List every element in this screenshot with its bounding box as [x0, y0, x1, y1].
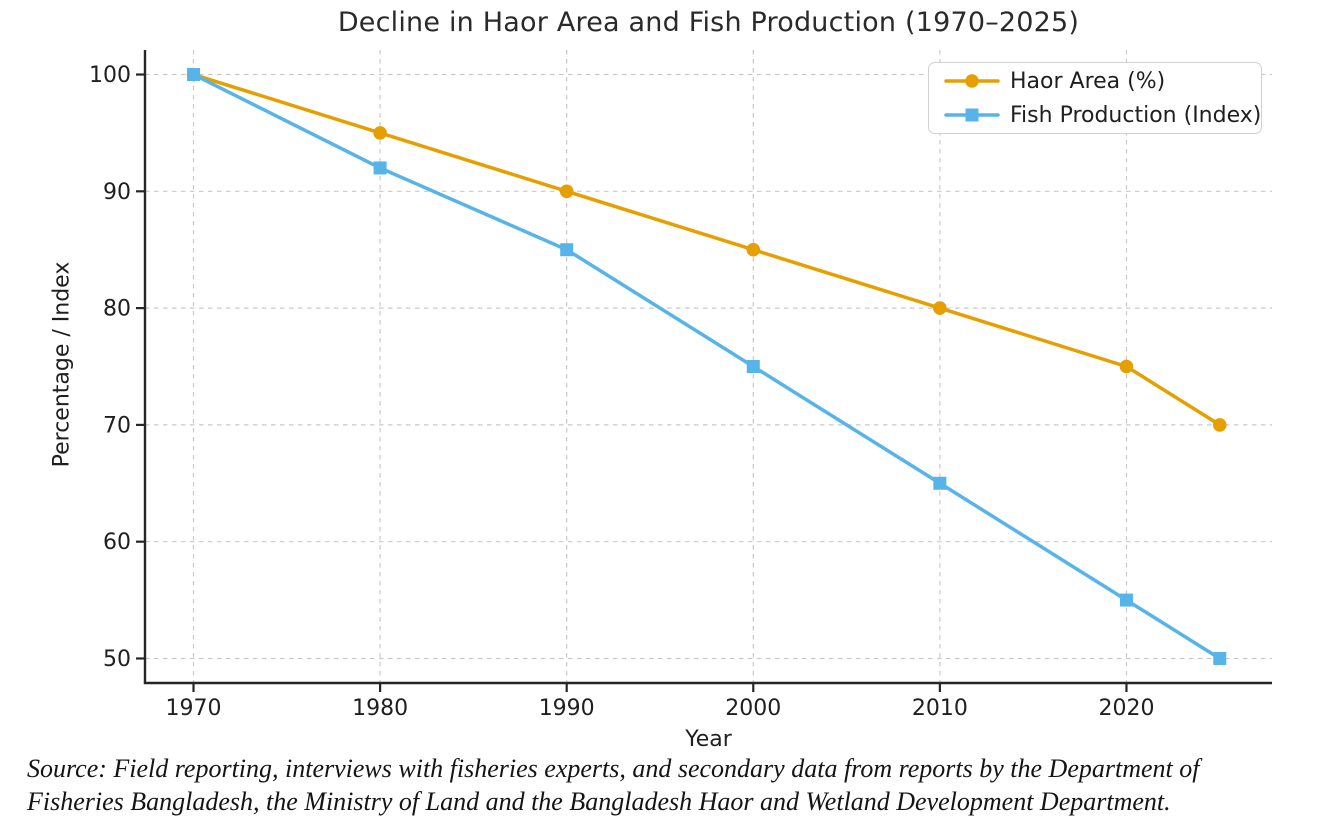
- svg-text:50: 50: [103, 647, 131, 672]
- svg-text:80: 80: [103, 297, 131, 322]
- svg-text:2010: 2010: [912, 696, 968, 721]
- svg-text:60: 60: [103, 530, 131, 555]
- svg-text:1990: 1990: [539, 696, 595, 721]
- svg-text:1970: 1970: [166, 696, 222, 721]
- svg-text:1980: 1980: [352, 696, 408, 721]
- series-fish-production-index: [187, 68, 1227, 665]
- legend-label: Haor Area (%): [1010, 68, 1166, 94]
- axis-ticks: 50 60 70 80 90 100 1970 1980 1990 2000 2010 2020: [89, 63, 1154, 721]
- haor-area-line-circle-marker-icon: [944, 74, 1000, 88]
- source-note: Source: Field reporting, interviews with…: [27, 752, 1327, 818]
- chart-title: Decline in Haor Area and Fish Production…: [337, 7, 1080, 38]
- x-axis-label: Year: [685, 727, 732, 752]
- axis-spines: [143, 50, 1272, 685]
- fish-production-line-square-marker-icon: [944, 108, 1000, 122]
- svg-text:90: 90: [103, 180, 131, 205]
- source-note-line-1: Source: Field reporting, interviews with…: [27, 754, 1200, 783]
- chart-canvas: 50 60 70 80 90 100 1970 1980 1990 2000 2010 2020: [89, 50, 1272, 721]
- y-axis-label: Percentage / Index: [49, 261, 75, 468]
- legend: Haor Area (%) Fish Production (Index): [928, 62, 1262, 134]
- legend-label: Fish Production (Index): [1010, 102, 1262, 128]
- legend-entry-fish-production: Fish Production (Index): [944, 99, 1261, 131]
- svg-text:70: 70: [103, 413, 131, 438]
- svg-text:2020: 2020: [1098, 696, 1154, 721]
- gridlines: [145, 50, 1272, 683]
- svg-text:2000: 2000: [725, 696, 781, 721]
- legend-entry-haor-area: Haor Area (%): [944, 65, 1261, 97]
- series-haor-area: [186, 67, 1227, 432]
- svg-text:100: 100: [89, 63, 131, 88]
- source-note-line-2: Fisheries Bangladesh, the Ministry of La…: [27, 787, 1171, 816]
